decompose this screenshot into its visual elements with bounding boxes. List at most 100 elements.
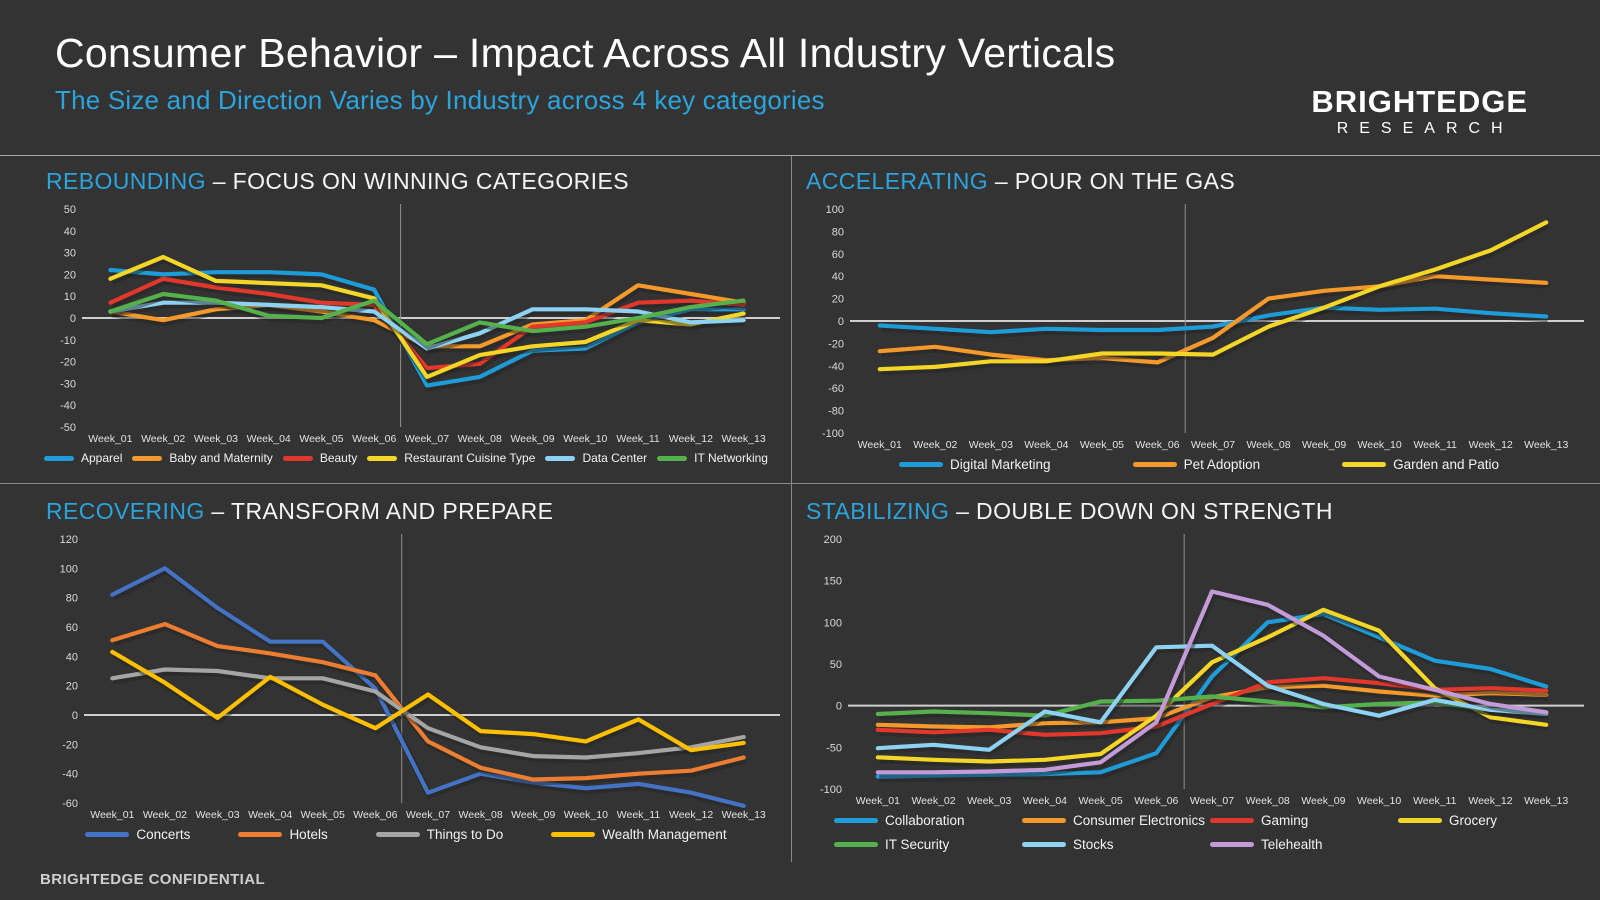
- legend-label: Grocery: [1449, 813, 1498, 828]
- accelerating-title: ACCELERATING – POUR ON THE GAS: [806, 168, 1600, 195]
- series-line-wealth-management: [110, 649, 746, 753]
- x-axis-label-week-09: Week_09: [511, 809, 555, 821]
- x-axis-label-week-04: Week_04: [248, 809, 292, 821]
- stabilizing-chart-svg: 200 150 100 50 0 -50 -100 Week_01 Week_02 Week_03…: [820, 534, 1584, 807]
- legend-item-garden-and-patio: Garden and Patio: [1342, 457, 1499, 472]
- legend-label: Telehealth: [1261, 837, 1323, 852]
- y-axis-tick-label: 150: [824, 576, 842, 588]
- legend-label: Hotels: [289, 827, 328, 842]
- x-axis-label-week-08: Week_08: [1246, 439, 1290, 451]
- x-axis-label-week-07: Week_07: [405, 433, 449, 445]
- legend-swatch-grocery: [1398, 818, 1442, 823]
- y-axis-tick-label: -100: [820, 784, 842, 796]
- series-line-restaurant-cuisine-type: [108, 254, 746, 379]
- accelerating-chart-svg: 100 80 60 40 20 0 -20 -40 -60 -80 -100 Week_01 Week_…: [822, 204, 1584, 451]
- x-axis-label-week-03: Week_03: [967, 795, 1011, 807]
- legend-swatch-stocks: [1022, 842, 1066, 847]
- legend-swatch-telehealth: [1210, 842, 1254, 847]
- rebounding-title-rest: – FOCUS ON WINNING CATEGORIES: [205, 168, 629, 194]
- legend-item-stocks: Stocks: [1022, 837, 1210, 852]
- legend-swatch-restaurant-cuisine-type: [367, 455, 398, 461]
- recovering-chart-svg: 120 100 80 60 40 20 0 -20 -40 -60 Week_01 Week_02 We…: [60, 534, 780, 821]
- y-axis-tick-label: -40: [828, 361, 844, 373]
- y-axis-tick-label: 20: [64, 269, 76, 281]
- y-axis-tick-label: -80: [828, 406, 844, 418]
- x-axis-label-week-04: Week_04: [247, 433, 291, 445]
- x-axis-label-week-03: Week_03: [195, 809, 239, 821]
- accelerating-legend: Digital Marketing Pet Adoption Garden and …: [899, 457, 1499, 472]
- series-line-beauty: [108, 276, 746, 371]
- x-axis-label-week-11: Week_11: [1413, 795, 1457, 807]
- series-line-pet-adoption: [877, 274, 1549, 365]
- y-axis-tick-label: -100: [822, 428, 844, 440]
- legend-swatch-pet-adoption: [1132, 462, 1177, 467]
- series-line-it-security: [875, 694, 1549, 718]
- logo-research-text: RESEARCH: [1336, 120, 1514, 137]
- y-axis-tick-label: -20: [828, 338, 844, 350]
- legend-item-collaboration: Collaboration: [834, 813, 1022, 828]
- x-axis-label-week-05: Week_05: [299, 433, 343, 445]
- legend-swatch-hotels: [238, 832, 283, 837]
- accelerating-title-keyword: ACCELERATING: [806, 168, 989, 194]
- x-axis-label-week-09: Week_09: [510, 433, 554, 445]
- legend-label: IT Security: [885, 837, 950, 852]
- legend-label: Restaurant Cuisine Type: [404, 451, 536, 465]
- legend-item-beauty: Beauty: [282, 451, 358, 465]
- x-axis-label-week-03: Week_03: [969, 439, 1013, 451]
- legend-item-wealth-management: Wealth Management: [551, 827, 727, 842]
- stabilizing-chart: 200 150 100 50 0 -50 -100 Week_01 Week_02 Week_03…: [804, 529, 1600, 811]
- x-axis-label-week-10: Week_10: [1357, 795, 1401, 807]
- y-axis-tick-label: -60: [62, 798, 78, 810]
- y-axis-tick-label: 100: [826, 204, 844, 216]
- legend-label: Things to Do: [426, 827, 504, 842]
- legend-swatch-baby-and-maternity: [132, 455, 163, 461]
- recovering-title-rest: – TRANSFORM AND PREPARE: [204, 498, 554, 524]
- series-line-telehealth: [875, 589, 1549, 775]
- legend-item-baby-and-maternity: Baby and Maternity: [132, 451, 273, 465]
- y-axis-tick-label: -40: [62, 769, 78, 781]
- x-axis-label-week-06: Week_06: [352, 433, 396, 445]
- y-axis-tick-label: -30: [60, 378, 76, 390]
- x-axis-label-week-09: Week_09: [1301, 795, 1345, 807]
- legend-label: Baby and Maternity: [169, 451, 273, 465]
- series-line-shadow: [881, 306, 1548, 339]
- y-axis-tick-label: -60: [828, 383, 844, 395]
- y-axis-tick-label: 40: [66, 651, 78, 663]
- header: Consumer Behavior – Impact Across All In…: [0, 0, 1600, 156]
- legend-swatch-collaboration: [834, 818, 878, 823]
- series-line-shadow: [111, 268, 746, 392]
- legend-item-things-to-do: Things to Do: [375, 827, 504, 842]
- legend-label: Beauty: [319, 451, 358, 465]
- x-axis-label-week-04: Week_04: [1023, 795, 1067, 807]
- legend-item-grocery: Grocery: [1398, 813, 1574, 828]
- x-axis-label-week-11: Week_11: [616, 433, 660, 445]
- x-axis-label-week-11: Week_11: [1413, 439, 1457, 451]
- recovering-title: RECOVERING – TRANSFORM AND PREPARE: [46, 498, 791, 525]
- stabilizing-legend: Collaboration Consumer Electronics Gaming G…: [834, 813, 1574, 852]
- logo-brand-text: BRIGHTEDGE: [1311, 84, 1528, 119]
- x-axis-label-week-12: Week_12: [669, 809, 713, 821]
- series-line-shadow: [881, 221, 1550, 375]
- x-axis-label-week-13: Week_13: [1524, 439, 1568, 451]
- panel-rebounding: REBOUNDING – FOCUS ON WINNING CATEGORIES…: [0, 156, 792, 484]
- legend-swatch-it-networking: [657, 455, 688, 461]
- x-axis-label-week-01: Week_01: [858, 439, 902, 451]
- y-axis-tick-label: -10: [60, 335, 76, 347]
- x-axis-label-week-04: Week_04: [1024, 439, 1068, 451]
- x-axis-label-week-12: Week_12: [669, 433, 713, 445]
- panel-recovering: RECOVERING – TRANSFORM AND PREPARE 120 10…: [0, 484, 792, 862]
- y-axis-tick-label: -50: [826, 742, 842, 754]
- legend-label: Apparel: [81, 451, 123, 465]
- confidential-label: BRIGHTEDGE CONFIDENTIAL: [40, 871, 266, 888]
- legend-swatch-wealth-management: [551, 832, 596, 837]
- stabilizing-title-rest: – DOUBLE DOWN ON STRENGTH: [949, 498, 1333, 524]
- series-line-shadow: [110, 255, 746, 384]
- x-axis-label-week-07: Week_07: [1191, 439, 1235, 451]
- rebounding-title-keyword: REBOUNDING: [46, 168, 206, 194]
- y-axis-tick-label: 100: [824, 617, 842, 629]
- rebounding-legend: Apparel Baby and Maternity Beauty Restauran…: [44, 451, 768, 465]
- y-axis-tick-label: 0: [72, 710, 78, 722]
- series-line-hotels: [110, 621, 746, 782]
- legend-item-gaming: Gaming: [1210, 813, 1398, 828]
- x-axis-label-week-10: Week_10: [564, 809, 608, 821]
